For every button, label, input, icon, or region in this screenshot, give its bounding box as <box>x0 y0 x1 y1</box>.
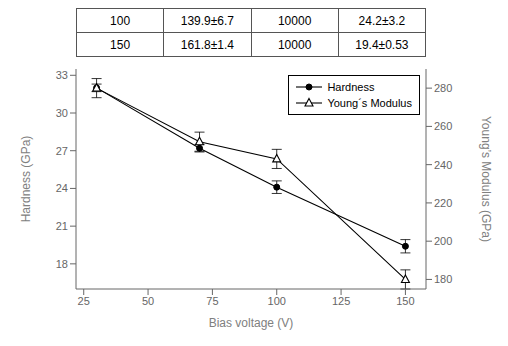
svg-text:50: 50 <box>142 295 154 307</box>
html-text:Young´s Modulus: Young´s Modulus <box>327 97 412 109</box>
html-text:161.8±1.4: 161.8±1.4 <box>180 37 234 52</box>
svg-text:75: 75 <box>206 295 218 307</box>
html-text:139.9±6.7: 139.9±6.7 <box>180 13 234 28</box>
svg-text:200: 200 <box>434 235 452 247</box>
svg-text:18: 18 <box>56 258 68 270</box>
svg-text:21: 21 <box>56 220 68 232</box>
svg-text:Young’s Modulus (GPa): Young’s Modulus (GPa) <box>479 116 493 242</box>
html-text:10000: 10000 <box>277 13 312 28</box>
svg-text:280: 280 <box>434 82 452 94</box>
html-text:24.2±3.2: 24.2±3.2 <box>358 13 406 28</box>
html-text:Hardness: Hardness <box>327 81 375 93</box>
svg-text:27: 27 <box>56 145 68 157</box>
svg-text:24: 24 <box>56 182 68 194</box>
svg-text:Hardness (GPa): Hardness (GPa) <box>19 136 33 223</box>
svg-text:260: 260 <box>434 120 452 132</box>
html-text:150: 150 <box>110 37 131 52</box>
svg-text:150: 150 <box>396 295 414 307</box>
html-text:100: 100 <box>110 13 131 28</box>
svg-text:125: 125 <box>332 295 350 307</box>
svg-text:30: 30 <box>56 107 68 119</box>
svg-text:25: 25 <box>78 295 90 307</box>
svg-text:33: 33 <box>56 69 68 81</box>
html-text:10000: 10000 <box>277 37 312 52</box>
svg-text:Bias voltage (V): Bias voltage (V) <box>209 316 294 330</box>
svg-text:180: 180 <box>434 273 452 285</box>
svg-text:220: 220 <box>434 197 452 209</box>
svg-text:240: 240 <box>434 159 452 171</box>
svg-text:100: 100 <box>268 295 286 307</box>
html-text:19.4±0.53: 19.4±0.53 <box>355 37 409 52</box>
